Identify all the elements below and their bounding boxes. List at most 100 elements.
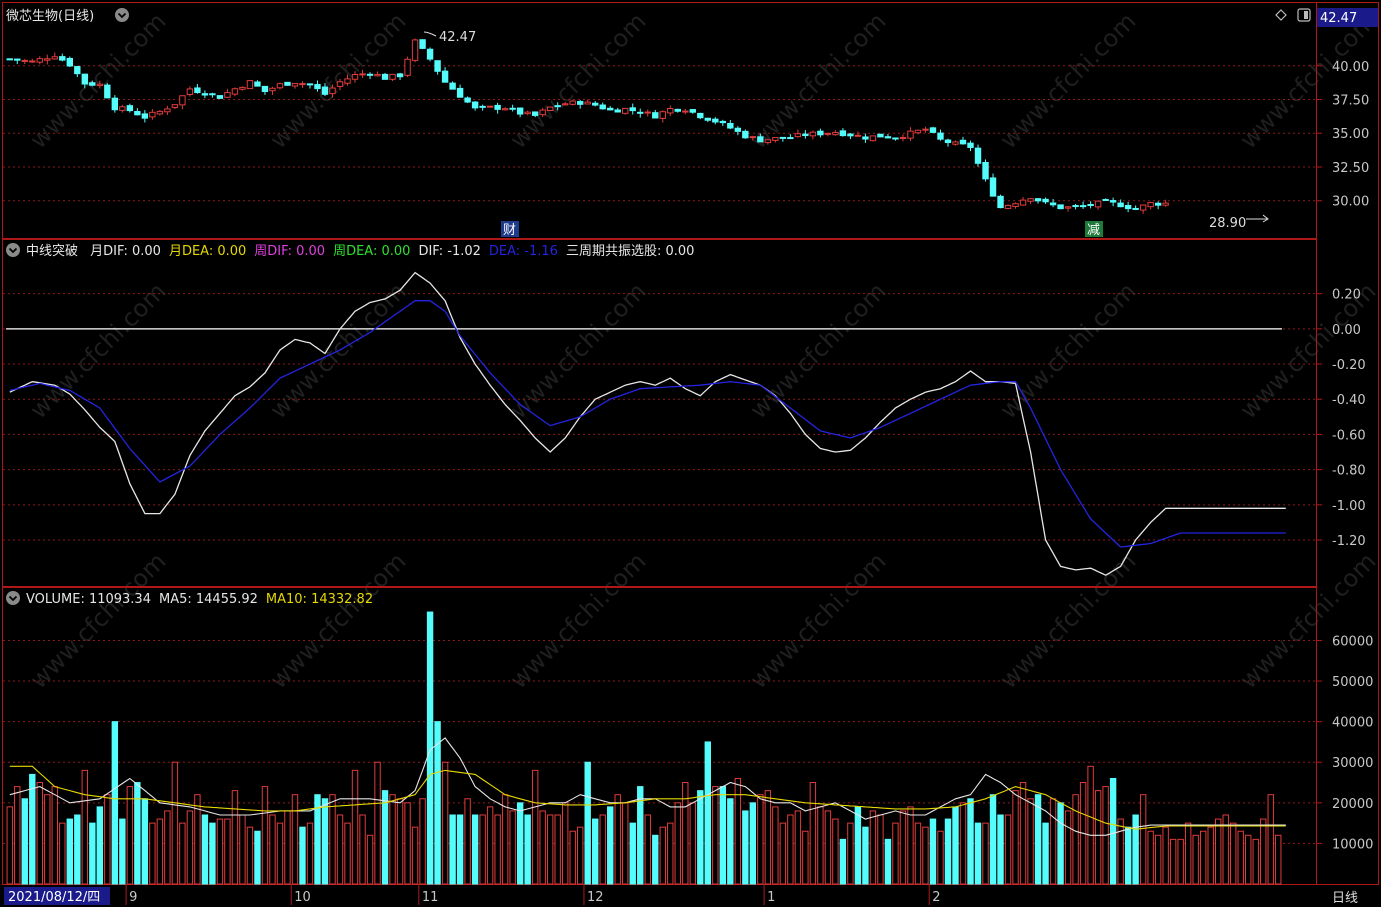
volume-bar[interactable] (757, 794, 764, 885)
volume-bar[interactable] (997, 814, 1004, 885)
candle[interactable] (824, 132, 832, 137)
volume-bar[interactable] (629, 822, 636, 885)
candle[interactable] (862, 133, 869, 143)
candle[interactable] (877, 133, 884, 138)
volume-bar[interactable] (892, 822, 899, 885)
candle[interactable] (884, 133, 892, 139)
candle[interactable] (111, 95, 119, 113)
candle[interactable] (734, 126, 742, 136)
volume-bar[interactable] (51, 786, 58, 885)
candle[interactable] (554, 102, 561, 111)
volume-bar[interactable] (1042, 822, 1049, 885)
candle[interactable] (419, 39, 426, 50)
candle[interactable] (614, 107, 621, 113)
volume-bar[interactable] (306, 822, 314, 885)
volume-bar[interactable] (389, 794, 396, 885)
candle[interactable] (351, 71, 359, 83)
candle[interactable] (126, 103, 134, 113)
volume-bar[interactable] (1154, 834, 1162, 885)
candle[interactable] (314, 80, 321, 92)
candle[interactable] (1049, 198, 1057, 208)
volume-bar[interactable] (1207, 826, 1214, 885)
candle[interactable] (644, 109, 651, 117)
candle[interactable] (539, 107, 546, 117)
volume-bar[interactable] (464, 798, 471, 885)
candle[interactable] (36, 56, 43, 65)
volume-bar[interactable] (179, 822, 186, 885)
volume-bar[interactable] (1184, 822, 1192, 885)
candle[interactable] (1042, 197, 1049, 205)
volume-bar[interactable] (794, 810, 802, 885)
window-toggle-icon[interactable] (1297, 8, 1311, 22)
volume-bar[interactable] (351, 769, 359, 885)
volume-bar[interactable] (449, 814, 456, 885)
candle[interactable] (899, 134, 907, 142)
candle[interactable] (479, 104, 486, 111)
candle[interactable] (389, 73, 396, 82)
volume-bar[interactable] (614, 794, 621, 885)
volume-bar[interactable] (269, 814, 276, 885)
volume-bar[interactable] (89, 822, 96, 885)
candle[interactable] (989, 173, 997, 197)
candle[interactable] (929, 126, 937, 134)
candle[interactable] (486, 105, 494, 108)
candle[interactable] (216, 95, 224, 99)
volume-bar[interactable] (434, 721, 441, 885)
volume-bar[interactable] (246, 826, 254, 885)
volume-bar[interactable] (637, 786, 644, 885)
candle[interactable] (59, 53, 66, 62)
volume-bar[interactable] (479, 814, 486, 885)
candle[interactable] (194, 83, 201, 94)
candle[interactable] (659, 110, 666, 123)
candle[interactable] (892, 137, 899, 141)
volume-bar[interactable] (546, 814, 554, 885)
candle[interactable] (179, 95, 186, 110)
candle[interactable] (239, 86, 246, 91)
volume-bar[interactable] (1177, 838, 1184, 885)
volume-bar[interactable] (1072, 794, 1079, 885)
volume-bar[interactable] (854, 806, 862, 885)
volume-bar[interactable] (802, 830, 809, 885)
volume-bar[interactable] (824, 810, 832, 885)
volume-bar[interactable] (1004, 814, 1012, 885)
volume-bar[interactable] (659, 826, 666, 885)
candle[interactable] (922, 126, 929, 133)
volume-bar[interactable] (967, 798, 974, 885)
candle[interactable] (224, 88, 231, 98)
volume-bar[interactable] (419, 798, 426, 885)
volume-bar[interactable] (59, 822, 66, 885)
volume-bar[interactable] (1199, 830, 1207, 885)
volume-bar[interactable] (749, 802, 757, 885)
candle[interactable] (854, 131, 862, 137)
volume-bar[interactable] (689, 802, 696, 885)
volume-bar[interactable] (291, 794, 299, 885)
candle[interactable] (254, 80, 261, 87)
candle[interactable] (757, 133, 764, 143)
candle[interactable] (674, 108, 681, 113)
candle[interactable] (584, 99, 591, 105)
volume-bar[interactable] (697, 790, 704, 885)
volume-bar[interactable] (847, 822, 854, 885)
candle[interactable] (667, 105, 674, 117)
candle[interactable] (464, 96, 471, 104)
volume-bar[interactable] (14, 786, 21, 885)
volume-bar[interactable] (171, 761, 179, 885)
candle[interactable] (74, 65, 81, 78)
candle[interactable] (344, 74, 351, 86)
chevron-down-icon[interactable] (6, 591, 20, 605)
candle[interactable] (967, 140, 974, 152)
candle[interactable] (29, 58, 36, 63)
candle[interactable] (712, 117, 719, 125)
volume-bar[interactable] (471, 814, 479, 885)
volume-bar[interactable] (374, 761, 381, 885)
candle[interactable] (944, 138, 952, 147)
candle[interactable] (704, 117, 712, 123)
candle[interactable] (907, 127, 914, 142)
volume-bar[interactable] (216, 818, 224, 885)
candle[interactable] (787, 134, 794, 140)
candle[interactable] (66, 56, 74, 68)
volume-bar[interactable] (554, 814, 561, 885)
volume-bar[interactable] (622, 802, 629, 885)
volume-bar[interactable] (1117, 818, 1124, 885)
